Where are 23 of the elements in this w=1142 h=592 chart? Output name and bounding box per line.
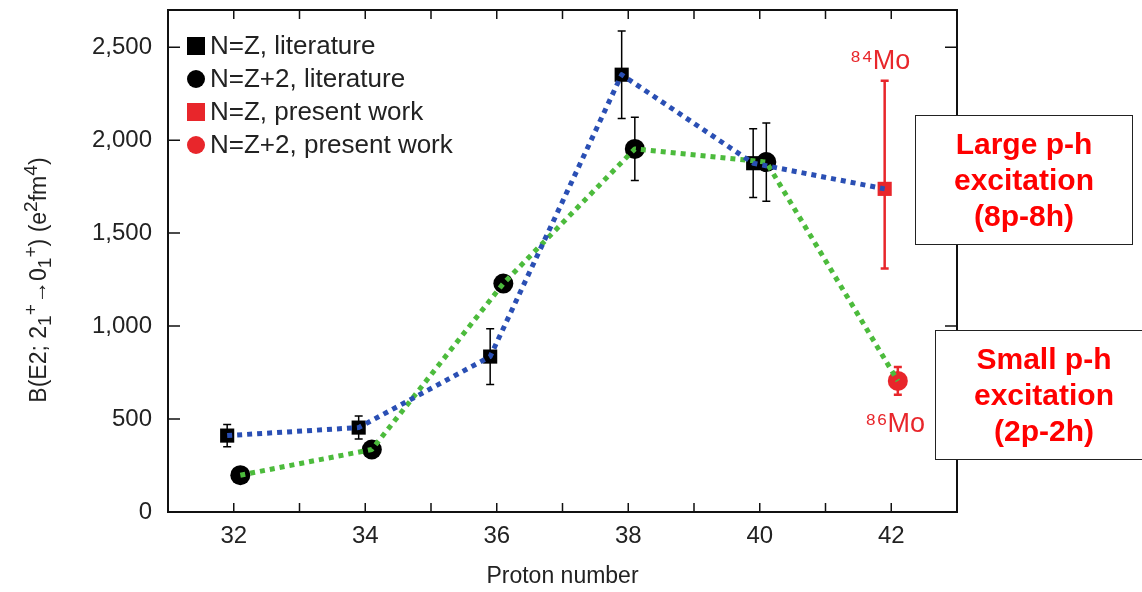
y-tick-label: 2,500: [91, 31, 152, 59]
y-tick-label: 500: [111, 403, 152, 431]
point: [887, 370, 908, 391]
legend-label: N=Z+2, present work: [210, 129, 454, 160]
y-tick-label: 2,000: [91, 124, 152, 152]
y-tick-label: 0: [138, 496, 152, 524]
annotation: ⁸⁶Mo: [864, 408, 926, 439]
legend-label: N=Z, present work: [210, 96, 425, 127]
x-tick-label: 32: [220, 520, 248, 548]
annotation: Large p-h excitation (8p-8h): [915, 115, 1133, 245]
legend-label: N=Z, literature: [210, 30, 376, 61]
y-tick-label: 1,000: [91, 310, 152, 338]
x-tick-label: 34: [351, 520, 379, 548]
x-axis-title: Proton number: [486, 562, 639, 589]
text: Small p-h excitation (2p-2h): [935, 330, 1142, 460]
x-tick-label: 36: [483, 520, 511, 548]
y-tick-label: 1,500: [91, 217, 152, 245]
point: [230, 465, 251, 486]
x-tick-label: 38: [614, 520, 642, 548]
x-tick-label: 42: [877, 520, 905, 548]
legend-label: N=Z+2, literature: [210, 63, 406, 94]
annotation: ⁸⁴Mo: [849, 45, 911, 76]
x-tick-label: 40: [746, 520, 774, 548]
